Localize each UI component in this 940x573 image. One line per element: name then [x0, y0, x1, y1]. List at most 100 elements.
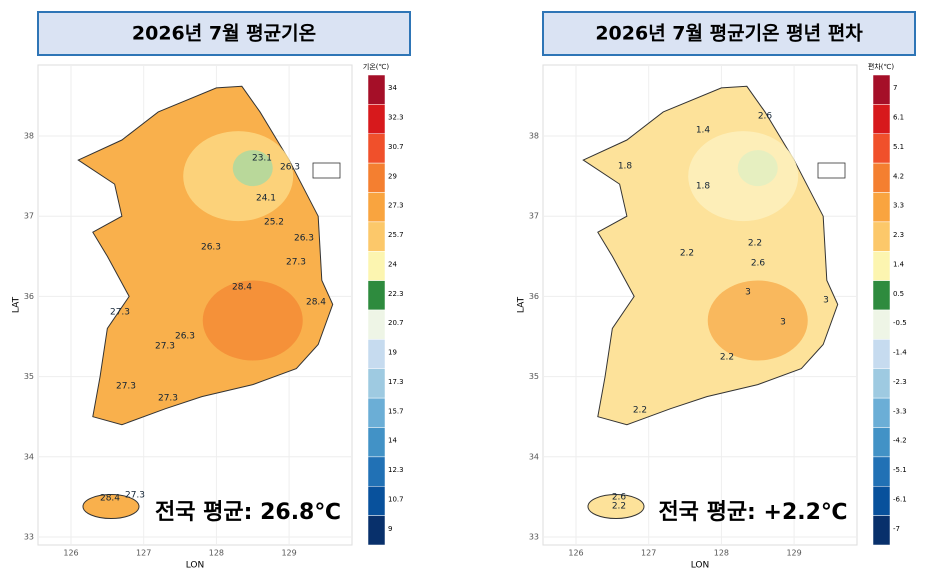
legend-swatch: [872, 456, 891, 487]
legend-label: 3.3: [893, 202, 904, 210]
contour-label: 1.4: [696, 126, 711, 136]
jeju: [587, 494, 645, 520]
y-tick-label: 38: [529, 132, 539, 141]
contour-label: 23.1: [252, 154, 272, 164]
legend-swatch: [872, 427, 891, 458]
legend-label: 24: [388, 260, 397, 268]
legend-swatch: [872, 162, 891, 193]
x-axis-label: LON: [186, 561, 205, 571]
contour-label: 2.6: [751, 259, 766, 269]
legend-label: 30.7: [388, 143, 404, 151]
region-low2: [737, 150, 778, 187]
national-average: 전국 평균: +2.2℃: [658, 500, 847, 525]
contour-label: 27.3: [158, 394, 178, 404]
contour-label: 28.4: [306, 298, 326, 308]
legend-label: 22.3: [388, 290, 404, 298]
legend-label: 2.3: [893, 231, 904, 239]
legend-label: 4.2: [893, 172, 904, 180]
contour-label: 3: [780, 318, 786, 328]
legend-label: 17.3: [388, 378, 404, 386]
contour-label: 2.2: [680, 249, 694, 259]
contour-label: 3: [823, 296, 829, 306]
legend-swatch: [872, 339, 891, 369]
contour-label: 2.2: [748, 239, 762, 249]
title-box: [37, 11, 411, 56]
contour-label: 27.3: [116, 382, 136, 392]
legend-label: 10.7: [388, 495, 404, 503]
legend-label: 34: [388, 84, 397, 92]
x-axis-label: LON: [691, 561, 710, 571]
contour-label: 26.3: [175, 332, 195, 342]
legend-swatch: [367, 192, 386, 223]
legend-label: -3.3: [893, 407, 907, 415]
legend-label: 1.4: [893, 260, 905, 268]
y-tick-label: 37: [24, 212, 34, 221]
region-high: [707, 280, 808, 361]
legend-swatch: [872, 192, 891, 223]
contour-label: 1.8: [696, 182, 711, 192]
legend-label: 14: [388, 437, 397, 445]
legend-swatch: [367, 221, 386, 252]
legend-label: 5.1: [893, 143, 904, 151]
legend-label: 20.7: [388, 319, 404, 327]
contour-label: 2.2: [633, 406, 647, 416]
y-tick-label: 34: [529, 452, 539, 461]
y-tick-label: 35: [529, 372, 539, 381]
y-tick-label: 38: [24, 132, 34, 141]
inset-box: [817, 162, 846, 179]
contour-label: 26.3: [294, 234, 314, 244]
legend-label: 29: [388, 172, 397, 180]
legend-swatch: [872, 251, 891, 281]
legend-swatch: [367, 515, 386, 546]
legend-title: 편차(℃): [868, 62, 894, 71]
contour-label: 3: [745, 288, 751, 298]
contour-label: 2.6: [612, 493, 627, 503]
y-tick-label: 33: [24, 533, 34, 542]
legend-label: 25.7: [388, 231, 404, 239]
legend-label: -6.1: [893, 495, 907, 503]
x-tick-label: 129: [786, 549, 801, 558]
y-axis-label: LAT: [517, 296, 527, 313]
y-axis-label: LAT: [12, 296, 22, 313]
y-tick-label: 35: [24, 372, 34, 381]
legend-label: -5.1: [893, 466, 907, 474]
y-tick-label: 37: [529, 212, 539, 221]
region-high: [202, 280, 303, 361]
panel-title: 2026년 7월 평균기온: [132, 23, 316, 45]
contour-label: 27.3: [286, 258, 306, 268]
national-average: 전국 평균: 26.8℃: [155, 500, 341, 525]
contour-label: 26.3: [280, 163, 300, 173]
x-tick-label: 128: [714, 549, 729, 558]
legend-label: -4.2: [893, 437, 907, 445]
legend-swatch: [872, 368, 891, 399]
jeju: [82, 494, 140, 520]
legend-label: 9: [388, 525, 392, 533]
legend-swatch: [367, 368, 386, 399]
contour-label: 2.2: [612, 502, 626, 512]
x-tick-label: 129: [281, 549, 296, 558]
legend-swatch: [872, 221, 891, 252]
legend-swatch: [872, 74, 891, 105]
legend-swatch: [872, 104, 891, 134]
legend-label: -2.3: [893, 378, 907, 386]
panel-title: 2026년 7월 평균기온 평년 편차: [595, 23, 863, 45]
contour-label: 27.3: [110, 308, 130, 318]
legend-swatch: [367, 74, 386, 105]
legend-swatch: [367, 280, 386, 311]
legend-swatch: [367, 427, 386, 458]
legend-label: 15.7: [388, 407, 404, 415]
legend-label: 7: [893, 84, 897, 92]
legend-label: -7: [893, 525, 900, 533]
x-tick-label: 127: [136, 549, 151, 558]
legend-title: 기온(℃): [363, 62, 389, 71]
legend-swatch: [367, 456, 386, 487]
legend-swatch: [872, 280, 891, 311]
contour-label: 2.6: [758, 112, 773, 122]
y-tick-label: 34: [24, 452, 34, 461]
legend-label: 0.5: [893, 290, 904, 298]
contour-label: 26.3: [201, 243, 221, 253]
contour-label: 24.1: [256, 194, 276, 204]
contour-label: 27.3: [125, 491, 145, 501]
legend-swatch: [872, 133, 891, 164]
